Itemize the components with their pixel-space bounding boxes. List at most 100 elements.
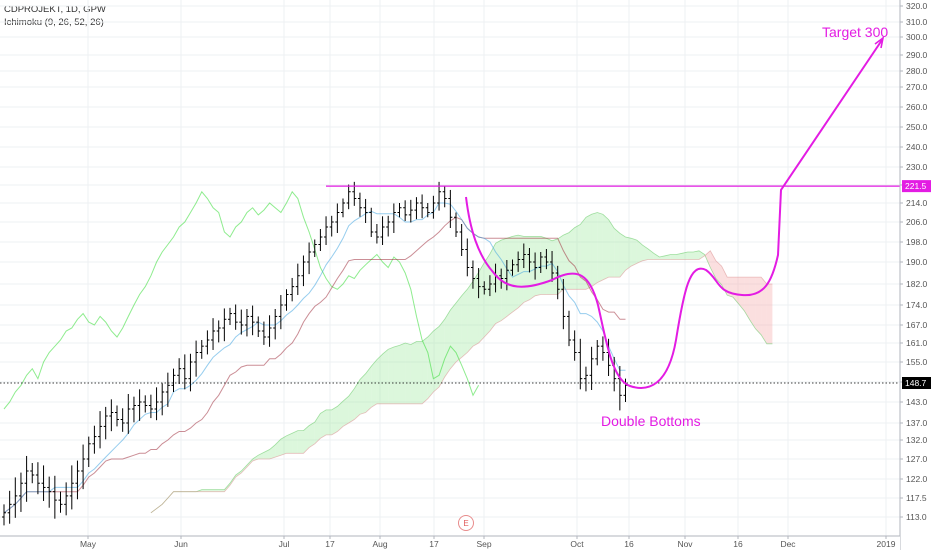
ohlc-bar — [363, 198, 368, 223]
ohlc-bar — [550, 251, 555, 282]
ohlc-bar — [177, 358, 182, 384]
cloud-segment — [399, 343, 406, 404]
cloud-segment — [501, 238, 507, 321]
cloud-segment — [320, 409, 327, 439]
time-tick-label: Jun — [174, 539, 188, 549]
ohlc-bar — [92, 425, 97, 454]
ohlc-bar — [341, 198, 345, 218]
cloud-segment — [693, 250, 699, 260]
ohlc-bar — [617, 366, 622, 411]
ohlc-bar — [75, 460, 80, 500]
ohlc-bar — [13, 477, 18, 518]
ohlc-bar — [521, 243, 526, 269]
ohlc-bar — [470, 260, 475, 289]
time-tick-label: Jul — [279, 539, 290, 549]
ohlc-bar — [35, 462, 40, 495]
ohlc-bar — [216, 320, 221, 343]
event-marker-label: E — [463, 519, 468, 528]
price-tick-label: 155.0 — [906, 357, 928, 367]
price-tick-label: 137.0 — [906, 418, 928, 428]
ohlc-bar — [487, 275, 492, 297]
ohlc-bar — [24, 455, 29, 502]
cloud-segment — [602, 214, 609, 280]
cloud-segment — [297, 430, 304, 454]
ohlc-bar — [504, 260, 509, 291]
price-tick-label: 122.0 — [906, 474, 928, 484]
ohlc-bar — [194, 340, 199, 377]
ohlc-bar — [391, 203, 396, 233]
ohlc-bar — [600, 336, 605, 361]
ohlc-bar — [572, 330, 577, 361]
cloud-segment — [625, 237, 632, 271]
price-tick-label: 198.0 — [906, 237, 928, 247]
level-badge — [902, 180, 931, 193]
ohlc-bar — [595, 340, 600, 366]
cloud-segment — [591, 212, 598, 287]
ohlc-bar — [148, 394, 153, 419]
ohlc-bar — [346, 184, 351, 210]
ohlc-bar — [267, 315, 272, 347]
ohlc-bar — [18, 472, 23, 512]
cloud-segment — [292, 430, 298, 454]
ohlc-bar — [324, 216, 329, 245]
ohlc-bar — [278, 295, 283, 330]
cloud-segment — [472, 272, 479, 347]
price-tick-label: 161.0 — [906, 338, 928, 348]
cloud-segment — [314, 413, 321, 444]
ohlc-bar — [578, 338, 583, 390]
price-tick-label: 113.0 — [906, 512, 927, 522]
cloud-segment — [348, 388, 355, 423]
cloud-segment — [309, 422, 315, 448]
symbol-title: CDPROJEKT, 1D, GPW — [4, 4, 106, 15]
cloud-segment — [569, 227, 575, 290]
cloud-segment — [755, 277, 762, 335]
ohlc-bar — [482, 281, 487, 295]
cloud-segment — [201, 489, 208, 492]
price-tick-label: 240.0 — [906, 142, 928, 152]
cloud-segment — [495, 240, 502, 324]
level-badge-label: 221.5 — [905, 181, 927, 191]
kijun-sen-line — [3, 216, 626, 514]
ohlc-bar — [47, 476, 52, 508]
price-tick-label: 174.0 — [906, 300, 928, 310]
ohlc-bar — [52, 475, 57, 519]
senkou-span-a-line — [150, 212, 773, 514]
cloud-segment — [456, 295, 462, 362]
ohlc-bar — [205, 330, 210, 355]
cloud-segment — [563, 232, 569, 290]
cloud-segment — [546, 238, 553, 295]
ohlc-bar — [103, 406, 108, 440]
chikou-span-line — [3, 190, 480, 410]
ohlc-bar — [228, 307, 232, 325]
time-tick-label: Oct — [570, 539, 584, 549]
ohlc-bar — [555, 265, 560, 300]
annotation-double-bottoms: Double Bottoms — [601, 413, 701, 429]
cloud-segment — [450, 303, 456, 369]
cloud-segment — [416, 341, 423, 404]
ohlc-bar — [165, 372, 170, 407]
time-tick-label: 17 — [325, 539, 335, 549]
cloud-segment — [388, 346, 394, 404]
ohlc-bar — [115, 405, 119, 427]
ohlc-bar — [408, 199, 413, 223]
cloud-segment — [439, 319, 445, 387]
senkou-span-b-line — [150, 250, 773, 514]
cloud-segment — [715, 260, 722, 285]
cloud-segment — [642, 245, 649, 261]
cloud-segment — [597, 212, 603, 283]
cloud-segment — [326, 409, 332, 435]
time-tick-label: 2019 — [877, 539, 896, 549]
price-tick-label: 190.0 — [906, 257, 928, 267]
cloud-segment — [698, 250, 705, 260]
price-tick-label: 320.0 — [906, 1, 928, 11]
cloud-segment — [371, 359, 377, 408]
ohlc-bar — [465, 238, 470, 277]
ohlc-bar — [527, 248, 532, 273]
cloud-segment — [331, 406, 338, 435]
ohlc-bar — [131, 396, 136, 423]
cloud-segment — [659, 255, 666, 260]
ohlc-bar — [425, 203, 430, 218]
ohlc-bar — [374, 224, 379, 244]
ohlc-bar — [307, 242, 312, 275]
